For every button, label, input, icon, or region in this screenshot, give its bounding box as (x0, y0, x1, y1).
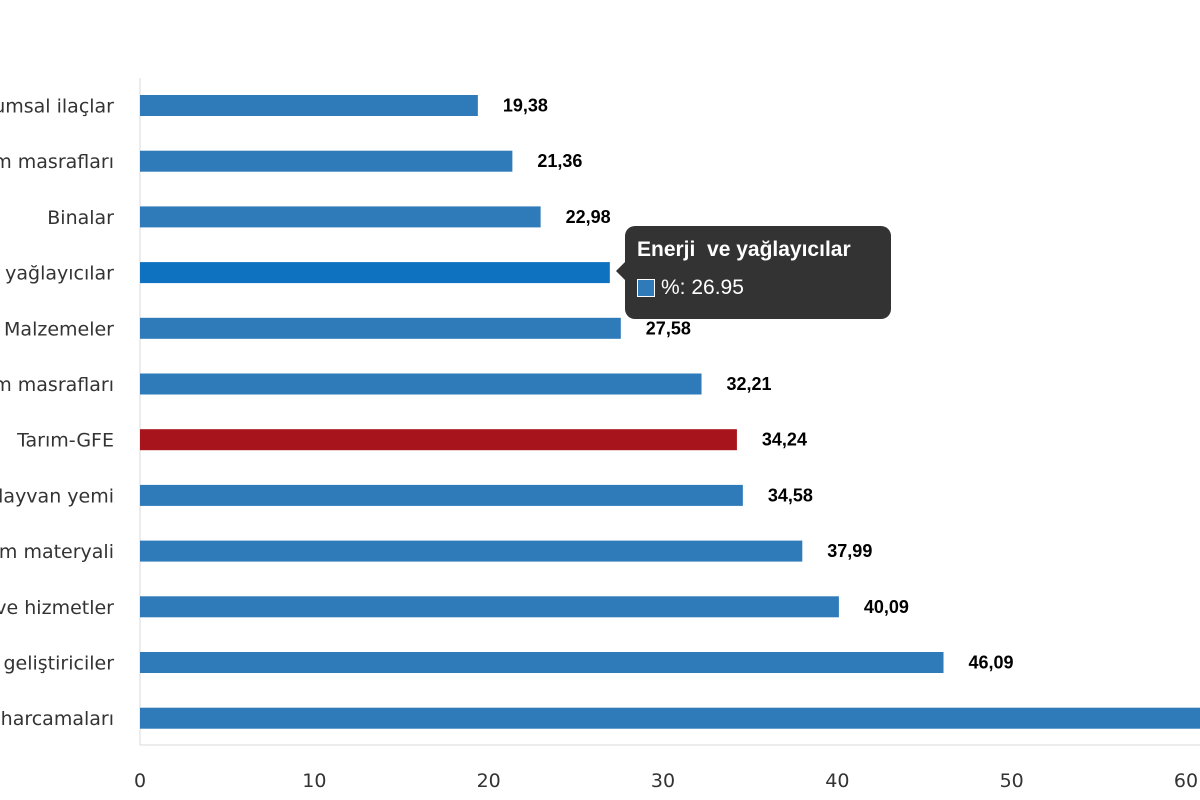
category-labels: umsal ilaçlar m masrafları Binalar yağlayıc… (0, 96, 114, 731)
bar[interactable] (140, 429, 737, 451)
bar[interactable] (140, 262, 610, 284)
category-label: Malzemeler (4, 318, 114, 340)
value-labels: 19,3821,3622,9826,9527,5832,2134,2434,58… (503, 96, 1014, 673)
category-label: m masrafları (0, 151, 114, 173)
category-label: yağlayıcılar (5, 263, 114, 285)
chart-axes (139, 78, 1200, 746)
category-label: m masrafları (0, 374, 114, 396)
tooltip-pointer (616, 262, 625, 280)
x-tick-label: 60 (1174, 770, 1198, 792)
chart-bars (140, 95, 1200, 729)
chart-tooltip: Enerji ve yağlayıcılar %: 26.95 (616, 226, 891, 319)
bar[interactable] (140, 150, 513, 172)
bar[interactable] (140, 373, 702, 395)
bar[interactable] (140, 317, 621, 339)
category-label: geliştiriciler (3, 653, 114, 675)
value-label: 34,58 (768, 485, 813, 505)
x-tick-label: 10 (302, 770, 326, 792)
value-label: 32,21 (727, 374, 772, 394)
value-label: 46,09 (969, 653, 1014, 673)
tooltip-series-swatch (637, 279, 655, 297)
value-label: 34,24 (762, 430, 807, 450)
tooltip-value-row: %: 26.95 (637, 276, 879, 300)
value-label: 22,98 (566, 207, 611, 227)
x-tick-label: 20 (477, 770, 501, 792)
category-label: ve hizmetler (0, 597, 114, 619)
value-label: 40,09 (864, 597, 909, 617)
value-label: 27,58 (646, 318, 691, 338)
tooltip-value: %: 26.95 (661, 276, 744, 299)
x-tick-label: 50 (1000, 770, 1024, 792)
value-label: 21,36 (537, 151, 582, 171)
bar[interactable] (140, 596, 839, 618)
bar[interactable] (140, 652, 944, 673)
x-tick-label: 40 (825, 770, 849, 792)
bar[interactable] (140, 484, 743, 506)
category-label: harcamaları (1, 708, 114, 730)
x-tick-label: 0 (134, 770, 146, 792)
value-label: 19,38 (503, 96, 548, 116)
category-label: m materyali (0, 541, 114, 563)
value-label: 37,99 (827, 541, 872, 561)
x-tick-label: 30 (651, 770, 675, 792)
category-label: Binalar (47, 207, 114, 229)
tooltip-title: Enerji ve yağlayıcılar (637, 238, 851, 261)
bar[interactable] (140, 206, 541, 228)
category-label: umsal ilaçlar (0, 96, 114, 118)
bar[interactable] (140, 95, 478, 116)
category-label: Tarım-GFE (16, 430, 114, 452)
bar[interactable] (140, 540, 803, 562)
category-label: layvan yemi (0, 485, 114, 507)
x-axis-ticks: 0 10 20 30 40 50 60 (134, 770, 1198, 792)
bar[interactable] (140, 707, 1200, 729)
